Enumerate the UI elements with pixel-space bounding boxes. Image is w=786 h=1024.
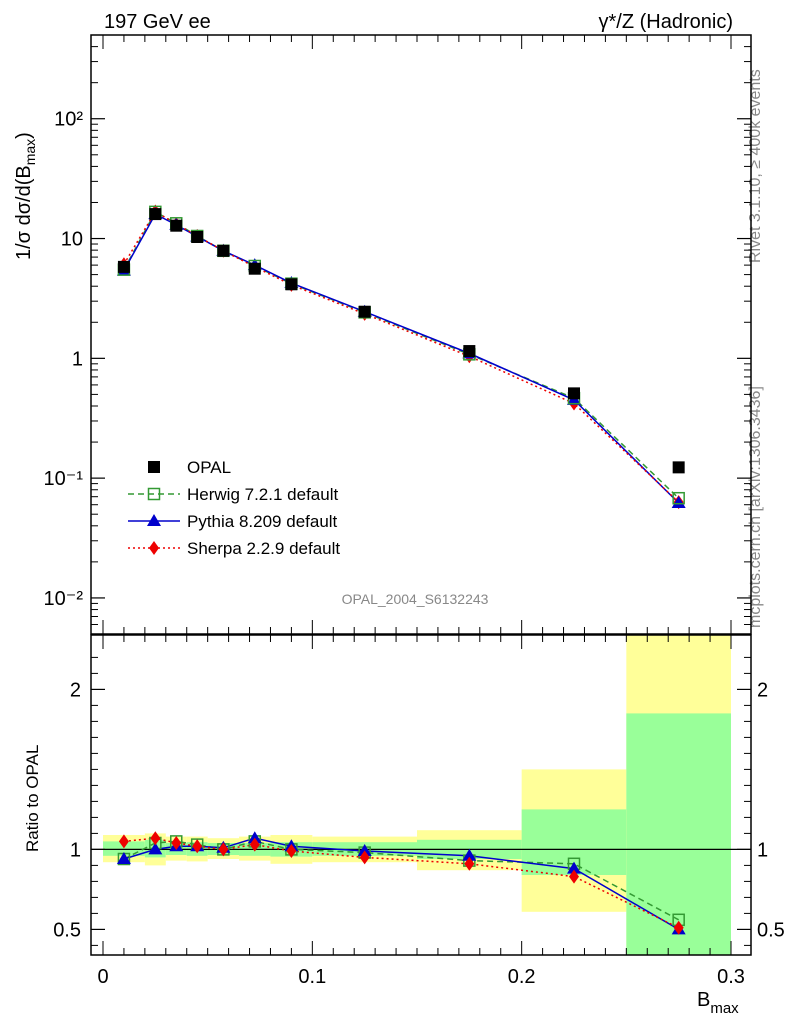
opal-point [463, 345, 476, 358]
opal-point [170, 219, 183, 232]
legend-pythia-marker [147, 514, 161, 526]
pythia-ratio-point [567, 861, 581, 874]
sherpa-ratio-point [249, 837, 260, 852]
sherpa-ratio-point [218, 842, 229, 857]
legend-sherpa-marker [149, 541, 159, 555]
x-tick-label: 0 [97, 966, 108, 988]
main-y-tick-label: 10 [61, 229, 83, 251]
ratio-y-tick-label-right: 2 [757, 679, 768, 701]
ratio-y-tick-label: 2 [70, 679, 81, 701]
sherpa-ratio-point [673, 920, 684, 935]
herwig-point [672, 491, 685, 505]
sherpa-ratio-point [359, 850, 370, 865]
opal-point [248, 262, 261, 275]
collision-label: 197 GeV ee [104, 11, 211, 33]
sherpa-ratio-point [569, 869, 579, 884]
legend: OPAL Herwig 7.2.1 default Pythia 8.209 def… [128, 458, 340, 558]
opal-point [285, 278, 298, 291]
legend-herwig-marker [147, 487, 161, 501]
x-tick-label: 0.1 [298, 966, 326, 988]
x-tick-label: 0.2 [508, 966, 536, 988]
ratio-uncertainty-bands [103, 635, 731, 955]
main-frame [90, 34, 752, 635]
main-y-tick-label: 10⁻² [44, 588, 84, 610]
x-axis-label: Bmax [697, 989, 739, 1017]
opal-point [217, 244, 230, 257]
pythia-ratio-point [462, 848, 477, 861]
pythia-ratio-point [247, 831, 262, 844]
x-tick-label: 0.3 [717, 966, 745, 988]
sherpa-ratio-point [150, 831, 161, 846]
ratio-frame [90, 634, 752, 956]
opal-point [358, 305, 371, 318]
main-y-tick-label: 1 [72, 348, 83, 370]
main-y-axis-label: 1/σ dσ/d(Bmax) [13, 132, 38, 260]
main-y-tick-label: 10⁻¹ [44, 468, 84, 490]
mcplots-label: mcplots.cern.ch [arXiv:1306.3436] [747, 386, 764, 628]
legend-opal-marker [148, 461, 160, 473]
legend-opal-label: OPAL [187, 458, 231, 477]
sherpa-ratio-point [192, 839, 203, 854]
ratio-y-axis-label: Ratio to OPAL [23, 745, 42, 852]
main-panel-series [116, 204, 686, 510]
main-y-tick-label: 10² [54, 109, 83, 131]
legend-pythia-label: Pythia 8.209 default [187, 512, 338, 531]
ratio-y-tick-label: 0.5 [53, 919, 81, 941]
pythia-ratio-point [116, 852, 131, 864]
green-band-0 [103, 841, 145, 856]
pythia-ratio-point [148, 842, 163, 855]
legend-herwig-label: Herwig 7.2.1 default [187, 485, 338, 504]
ratio-y-tick-label-right: 0.5 [757, 919, 785, 941]
ratio-y-tick-label: 1 [70, 839, 81, 861]
sherpa-ratio-point [171, 836, 182, 850]
pythia-ratio-point [357, 844, 372, 856]
legend-sherpa-label: Sherpa 2.2.9 default [187, 539, 340, 558]
opal-point [117, 260, 130, 273]
opal-point [672, 461, 685, 474]
opal-point [568, 387, 580, 400]
opal-point [149, 208, 162, 221]
green-band-10 [626, 713, 731, 955]
ratio-y-tick-label-right: 1 [757, 839, 768, 861]
ratio-panel-axes: 0 0.1 0.2 0.3 0.5 0.5 1 1 2 2 [53, 634, 785, 988]
sherpa-ratio-point [464, 856, 475, 871]
ratio-panel-series [116, 831, 686, 935]
analysis-label: OPAL_2004_S6132243 [342, 591, 489, 607]
opal-point [191, 230, 204, 243]
process-label: γ*/Z (Hadronic) [599, 11, 733, 33]
sherpa-ratio-point [286, 844, 297, 858]
main-panel-axes: 10⁻² 10⁻¹ 1 10 10² [44, 34, 752, 635]
pythia-point [671, 496, 686, 509]
sherpa-ratio-point [118, 834, 129, 849]
sherpa-ratio-line [123, 837, 679, 929]
herwig-line [123, 210, 680, 499]
